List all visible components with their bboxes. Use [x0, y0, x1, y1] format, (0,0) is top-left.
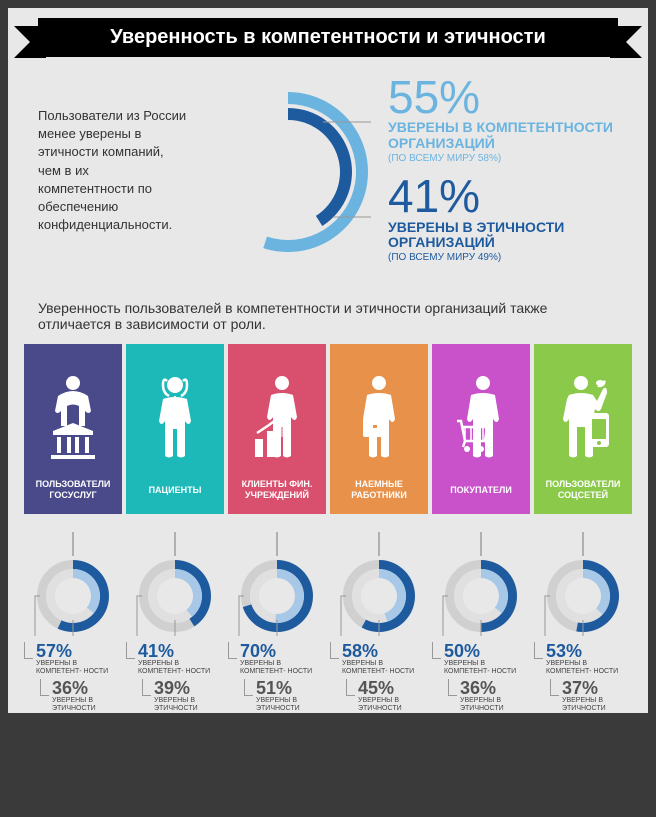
ethics-lbl-small: УВЕРЕНЫ В ЭТИЧНОСТИ	[562, 697, 632, 712]
ethics-small: 45% УВЕРЕНЫ В ЭТИЧНОСТИ	[346, 679, 428, 712]
competence-pct-small: 57%	[36, 642, 122, 660]
ethics-pct-small: 51%	[256, 679, 326, 697]
category-chart: 50% УВЕРЕНЫ В КОМПЕТЕНТ- НОСТИ 36% УВЕРЕ…	[432, 532, 530, 713]
social-icon	[538, 356, 628, 476]
competence-small: 53% УВЕРЕНЫ В КОМПЕТЕНТ- НОСТИ	[534, 642, 632, 675]
header-ribbon: Уверенность в компетентности и этичности	[38, 18, 618, 57]
ethics-small: 37% УВЕРЕНЫ В ЭТИЧНОСТИ	[550, 679, 632, 712]
ethics-lbl-small: УВЕРЕНЫ В ЭТИЧНОСТИ	[358, 697, 428, 712]
ethics-lbl-small: УВЕРЕНЫ В ЭТИЧНОСТИ	[460, 697, 530, 712]
connector-line	[378, 532, 380, 556]
category-card: ПОЛЬЗОВАТЕЛИ СОЦСЕТЕЙ	[534, 344, 632, 514]
connector-line	[174, 532, 176, 556]
small-stats: 58% УВЕРЕНЫ В КОМПЕТЕНТ- НОСТИ 45% УВЕРЕ…	[330, 642, 428, 713]
small-stats: 53% УВЕРЕНЫ В КОМПЕТЕНТ- НОСТИ 37% УВЕРЕ…	[534, 642, 632, 713]
category-card: ПОКУПАТЕЛИ	[432, 344, 530, 514]
ethics-lbl-small: УВЕРЕНЫ В ЭТИЧНОСТИ	[256, 697, 326, 712]
ethics-label: УВЕРЕНЫ В ЭТИЧНОСТИ ОРГАНИЗАЦИЙ	[388, 220, 618, 251]
category-card: ПОЛЬЗОВАТЕЛИ ГОСУСЛУГ	[24, 344, 122, 514]
connector-line	[582, 532, 584, 556]
competence-lbl-small: УВЕРЕНЫ В КОМПЕТЕНТ- НОСТИ	[240, 660, 326, 675]
category-card: НАЕМНЫЕ РАБОТНИКИ	[330, 344, 428, 514]
category-label: ПОЛЬЗОВАТЕЛИ СОЦСЕТЕЙ	[538, 476, 628, 504]
small-donut	[33, 556, 113, 636]
ethics-pct-small: 36%	[52, 679, 122, 697]
ethics-stat: 41% УВЕРЕНЫ В ЭТИЧНОСТИ ОРГАНИЗАЦИЙ (ПО …	[388, 176, 618, 263]
ethics-pct-small: 39%	[154, 679, 224, 697]
competence-pct-small: 50%	[444, 642, 530, 660]
competence-pct-small: 70%	[240, 642, 326, 660]
connector-line	[276, 532, 278, 556]
category-card: ПАЦИЕНТЫ	[126, 344, 224, 514]
category-cards: ПОЛЬЗОВАТЕЛИ ГОСУСЛУГ ПАЦИЕНТЫ КЛИЕНТЫ ФИН…	[8, 344, 648, 514]
intro-text: Пользователи из России менее уверены в э…	[38, 77, 188, 234]
ethics-pct: 41%	[388, 176, 618, 217]
small-stats: 70% УВЕРЕНЫ В КОМПЕТЕНТ- НОСТИ 51% УВЕРЕ…	[228, 642, 326, 713]
category-charts: 57% УВЕРЕНЫ В КОМПЕТЕНТ- НОСТИ 36% УВЕРЕ…	[8, 514, 648, 713]
shopper-icon	[436, 356, 526, 476]
competence-pct-small: 41%	[138, 642, 224, 660]
worker-icon	[334, 356, 424, 476]
competence-lbl-small: УВЕРЕНЫ В КОМПЕТЕНТ- НОСТИ	[546, 660, 632, 675]
top-section: Пользователи из России менее уверены в э…	[8, 77, 648, 292]
competence-lbl-small: УВЕРЕНЫ В КОМПЕТЕНТ- НОСТИ	[342, 660, 428, 675]
small-donut	[237, 556, 317, 636]
competence-pct-small: 53%	[546, 642, 632, 660]
category-label: НАЕМНЫЕ РАБОТНИКИ	[334, 476, 424, 504]
section-text: Уверенность пользователей в компетентнос…	[8, 292, 648, 344]
ethics-pct-small: 37%	[562, 679, 632, 697]
category-label: ПОКУПАТЕЛИ	[450, 476, 512, 504]
connector-line	[72, 532, 74, 556]
main-stats: 55% УВЕРЕНЫ В КОМПЕТЕНТНОСТИ ОРГАНИЗАЦИЙ…	[388, 77, 618, 275]
competence-stat: 55% УВЕРЕНЫ В КОМПЕТЕНТНОСТИ ОРГАНИЗАЦИЙ…	[388, 77, 618, 164]
small-stats: 50% УВЕРЕНЫ В КОМПЕТЕНТ- НОСТИ 36% УВЕРЕ…	[432, 642, 530, 713]
competence-pct: 55%	[388, 77, 618, 118]
small-stats: 57% УВЕРЕНЫ В КОМПЕТЕНТ- НОСТИ 36% УВЕРЕ…	[24, 642, 122, 713]
ethics-pct-small: 45%	[358, 679, 428, 697]
small-donut	[543, 556, 623, 636]
competence-small: 70% УВЕРЕНЫ В КОМПЕТЕНТ- НОСТИ	[228, 642, 326, 675]
ethics-small: 36% УВЕРЕНЫ В ЭТИЧНОСТИ	[448, 679, 530, 712]
small-donut	[339, 556, 419, 636]
gov-icon	[28, 356, 118, 476]
ethics-small: 36% УВЕРЕНЫ В ЭТИЧНОСТИ	[40, 679, 122, 712]
competence-pct-small: 58%	[342, 642, 428, 660]
competence-sub: (ПО ВСЕМУ МИРУ 58%)	[388, 153, 618, 164]
infographic-page: Уверенность в компетентности и этичности…	[8, 8, 648, 713]
category-chart: 58% УВЕРЕНЫ В КОМПЕТЕНТ- НОСТИ 45% УВЕРЕ…	[330, 532, 428, 713]
competence-small: 50% УВЕРЕНЫ В КОМПЕТЕНТ- НОСТИ	[432, 642, 530, 675]
category-label: КЛИЕНТЫ ФИН. УЧРЕЖДЕНИЙ	[232, 476, 322, 504]
category-chart: 70% УВЕРЕНЫ В КОМПЕТЕНТ- НОСТИ 51% УВЕРЕ…	[228, 532, 326, 713]
competence-small: 57% УВЕРЕНЫ В КОМПЕТЕНТ- НОСТИ	[24, 642, 122, 675]
ethics-sub: (ПО ВСЕМУ МИРУ 49%)	[388, 252, 618, 263]
category-chart: 53% УВЕРЕНЫ В КОМПЕТЕНТ- НОСТИ 37% УВЕРЕ…	[534, 532, 632, 713]
competence-lbl-small: УВЕРЕНЫ В КОМПЕТЕНТ- НОСТИ	[36, 660, 122, 675]
small-donut	[441, 556, 521, 636]
category-chart: 41% УВЕРЕНЫ В КОМПЕТЕНТ- НОСТИ 39% УВЕРЕ…	[126, 532, 224, 713]
header-title: Уверенность в компетентности и этичности	[110, 26, 546, 48]
ethics-lbl-small: УВЕРЕНЫ В ЭТИЧНОСТИ	[154, 697, 224, 712]
ethics-small: 39% УВЕРЕНЫ В ЭТИЧНОСТИ	[142, 679, 224, 712]
connector-line	[480, 532, 482, 556]
ethics-small: 51% УВЕРЕНЫ В ЭТИЧНОСТИ	[244, 679, 326, 712]
patient-icon	[130, 356, 220, 476]
small-donut	[135, 556, 215, 636]
category-label: ПОЛЬЗОВАТЕЛИ ГОСУСЛУГ	[28, 476, 118, 504]
category-label: ПАЦИЕНТЫ	[149, 476, 202, 504]
competence-small: 58% УВЕРЕНЫ В КОМПЕТЕНТ- НОСТИ	[330, 642, 428, 675]
competence-small: 41% УВЕРЕНЫ В КОМПЕТЕНТ- НОСТИ	[126, 642, 224, 675]
main-donut	[203, 77, 373, 282]
competence-lbl-small: УВЕРЕНЫ В КОМПЕТЕНТ- НОСТИ	[138, 660, 224, 675]
competence-label: УВЕРЕНЫ В КОМПЕТЕНТНОСТИ ОРГАНИЗАЦИЙ	[388, 120, 618, 151]
ethics-pct-small: 36%	[460, 679, 530, 697]
competence-lbl-small: УВЕРЕНЫ В КОМПЕТЕНТ- НОСТИ	[444, 660, 530, 675]
small-stats: 41% УВЕРЕНЫ В КОМПЕТЕНТ- НОСТИ 39% УВЕРЕ…	[126, 642, 224, 713]
finance-icon	[232, 356, 322, 476]
category-chart: 57% УВЕРЕНЫ В КОМПЕТЕНТ- НОСТИ 36% УВЕРЕ…	[24, 532, 122, 713]
category-card: КЛИЕНТЫ ФИН. УЧРЕЖДЕНИЙ	[228, 344, 326, 514]
ethics-lbl-small: УВЕРЕНЫ В ЭТИЧНОСТИ	[52, 697, 122, 712]
